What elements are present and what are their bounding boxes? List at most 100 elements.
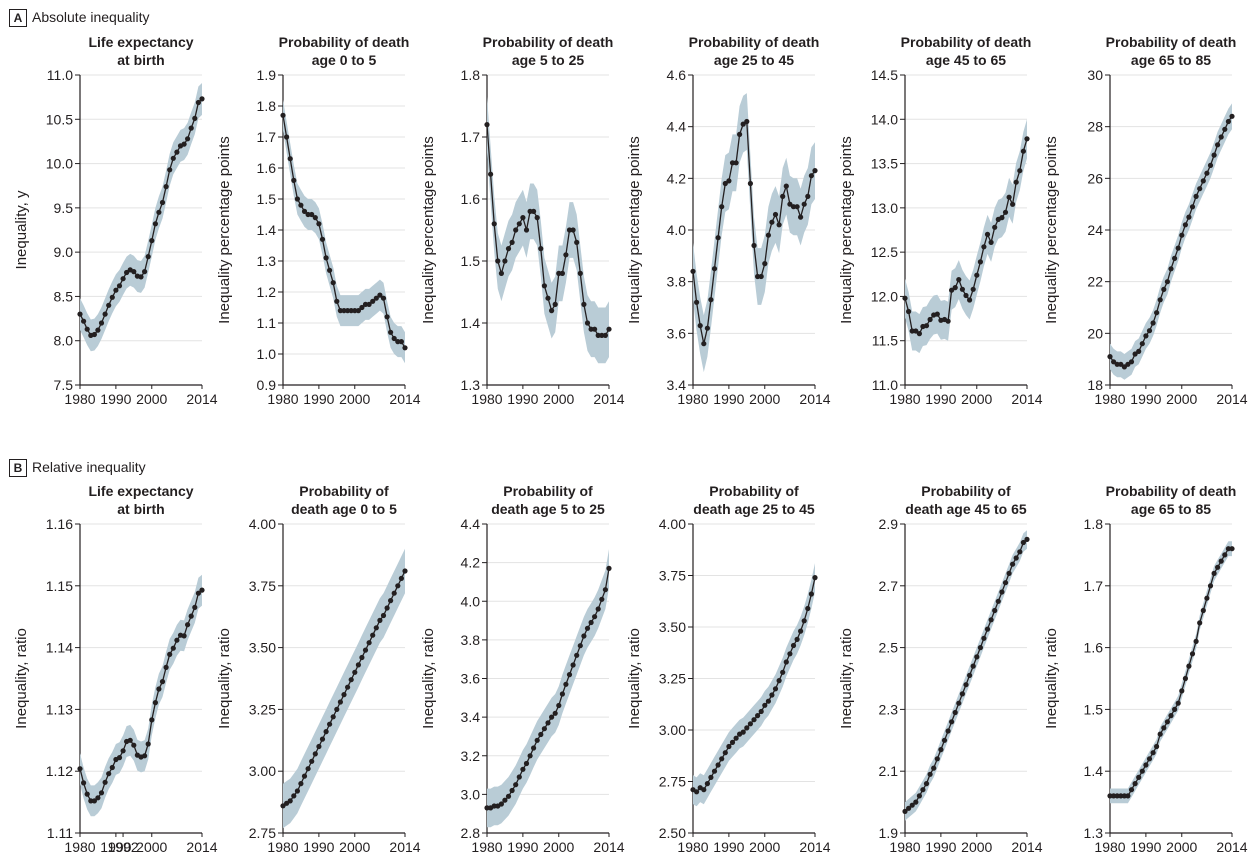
data-point bbox=[373, 295, 379, 301]
x-tick-label: 2014 bbox=[593, 839, 624, 855]
data-point bbox=[174, 637, 180, 643]
x-tick-label: 1990 bbox=[925, 839, 956, 855]
data-point bbox=[88, 798, 94, 804]
data-point bbox=[733, 160, 739, 166]
data-point bbox=[348, 677, 354, 683]
data-point bbox=[794, 204, 800, 210]
y-axis-label: Inequality percentage points bbox=[838, 136, 855, 324]
data-point bbox=[1143, 762, 1149, 768]
y-tick-label: 3.00 bbox=[659, 722, 686, 738]
x-tick-label: 1980 bbox=[677, 839, 708, 855]
data-point bbox=[762, 702, 768, 708]
chart-title-line: Life expectancy bbox=[88, 483, 193, 499]
data-point bbox=[301, 208, 308, 214]
data-point bbox=[563, 681, 569, 687]
data-point bbox=[981, 635, 987, 641]
x-tick-label: 2000 bbox=[961, 839, 992, 855]
x-tick-label: 2000 bbox=[339, 839, 370, 855]
y-axis-label: Inequality, y bbox=[13, 190, 30, 269]
data-point bbox=[920, 787, 926, 793]
data-point bbox=[570, 662, 576, 668]
chart-title-line: Probability of bbox=[503, 483, 593, 499]
data-point bbox=[740, 729, 746, 735]
data-point bbox=[913, 799, 919, 805]
chart-b-4: 2.50 2.75 3.00 3.25 3.50 3.75 4.00 1980 1990 2000… bbox=[626, 483, 831, 855]
y-axis-label: Inequality, ratio bbox=[216, 628, 233, 729]
data-point bbox=[711, 266, 718, 272]
data-point bbox=[726, 743, 732, 750]
data-point bbox=[167, 651, 173, 658]
data-point bbox=[588, 619, 594, 626]
data-point bbox=[602, 587, 609, 593]
data-point bbox=[159, 199, 166, 206]
y-tick-label: 3.00 bbox=[249, 763, 276, 779]
y-tick-label: 1.4 bbox=[1084, 763, 1104, 779]
data-point bbox=[1207, 583, 1214, 589]
data-point bbox=[131, 269, 137, 275]
y-tick-label: 12.5 bbox=[871, 244, 898, 260]
data-point bbox=[1013, 179, 1019, 185]
data-point bbox=[327, 267, 333, 273]
y-tick-label: 22 bbox=[1087, 274, 1103, 290]
data-point bbox=[733, 735, 739, 741]
y-tick-label: 3.2 bbox=[461, 748, 481, 764]
data-point bbox=[1218, 558, 1224, 564]
data-point bbox=[592, 326, 598, 332]
data-point bbox=[1215, 142, 1221, 148]
y-axis-label: Inequality percentage points bbox=[216, 136, 233, 324]
data-point bbox=[1024, 136, 1030, 142]
x-tick-label: 2014 bbox=[1216, 839, 1247, 855]
data-point bbox=[505, 246, 512, 252]
data-point bbox=[697, 323, 703, 329]
data-point bbox=[145, 741, 151, 747]
y-tick-label: 13.5 bbox=[871, 156, 898, 172]
data-point bbox=[305, 211, 311, 218]
chart-title-line: at birth bbox=[117, 52, 164, 68]
y-axis-label: Inequality, ratio bbox=[1043, 628, 1060, 729]
data-point bbox=[149, 717, 155, 723]
x-tick-label: 1990 bbox=[100, 391, 131, 407]
data-point bbox=[192, 115, 198, 121]
data-point bbox=[145, 254, 151, 260]
data-point bbox=[188, 125, 194, 131]
data-point bbox=[577, 643, 583, 649]
data-point bbox=[967, 297, 973, 303]
panel-a-tag: A bbox=[9, 9, 27, 27]
x-tick-label: 2000 bbox=[961, 391, 992, 407]
y-tick-label: 1.7 bbox=[257, 129, 277, 145]
data-point bbox=[574, 652, 580, 658]
y-tick-label: 1.1 bbox=[257, 315, 277, 331]
data-point bbox=[927, 771, 933, 777]
data-point bbox=[337, 308, 343, 314]
y-tick-label: 1.7 bbox=[1084, 578, 1104, 594]
y-tick-label: 1.15 bbox=[46, 578, 73, 594]
data-point bbox=[366, 640, 372, 646]
data-point bbox=[992, 607, 998, 614]
data-point bbox=[1211, 152, 1217, 158]
data-point bbox=[516, 774, 522, 780]
chart-title-line: age 65 to 85 bbox=[1131, 52, 1211, 68]
data-point bbox=[931, 765, 937, 771]
data-point bbox=[323, 255, 329, 261]
data-point bbox=[287, 156, 293, 162]
data-point bbox=[91, 798, 97, 804]
data-point bbox=[312, 215, 318, 221]
data-point bbox=[1186, 663, 1192, 669]
x-tick-label: 2014 bbox=[389, 839, 420, 855]
data-point bbox=[312, 751, 318, 757]
data-point bbox=[751, 242, 757, 249]
data-point bbox=[395, 339, 401, 345]
data-point bbox=[1164, 719, 1170, 725]
data-point bbox=[1179, 688, 1185, 694]
data-point bbox=[294, 788, 300, 794]
x-tick-label: 1990 bbox=[303, 391, 334, 407]
y-tick-label: 3.75 bbox=[249, 578, 276, 594]
chart-title-line: Probability of death bbox=[689, 34, 820, 50]
chart-title-line: Probability of bbox=[709, 483, 799, 499]
chart-title-line: Probability of bbox=[921, 483, 1011, 499]
data-point bbox=[1128, 787, 1135, 793]
data-point bbox=[1154, 743, 1160, 750]
x-tick-label: 1980 bbox=[64, 839, 95, 855]
confidence-band bbox=[693, 93, 815, 373]
data-point bbox=[566, 227, 573, 233]
